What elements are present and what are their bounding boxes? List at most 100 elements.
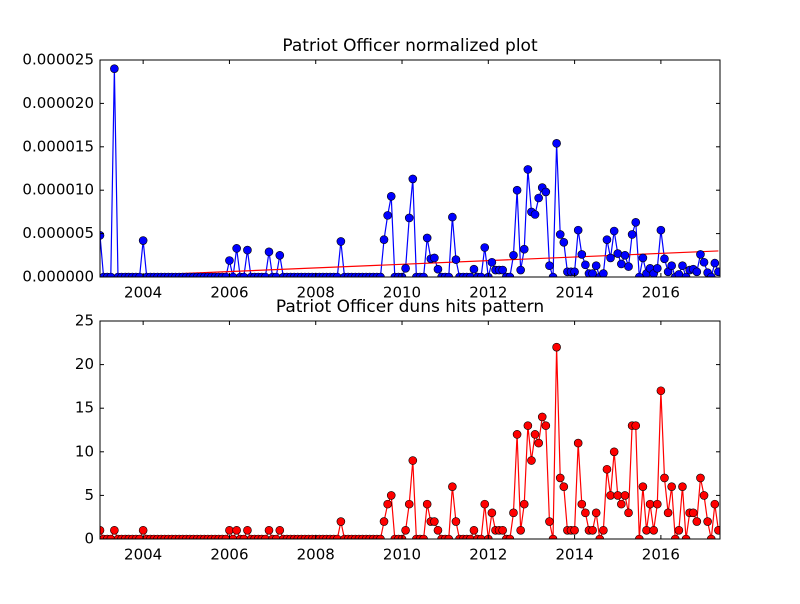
marker xyxy=(541,187,551,197)
marker xyxy=(509,251,518,260)
marker xyxy=(376,534,385,539)
chart-title: Patriot Officer duns hits pattern xyxy=(276,297,544,317)
marker xyxy=(110,64,119,73)
marker xyxy=(476,272,486,277)
marker xyxy=(670,534,680,539)
marker xyxy=(516,265,525,275)
marker xyxy=(591,508,601,518)
marker xyxy=(660,254,669,264)
marker xyxy=(534,438,543,448)
marker xyxy=(419,534,428,539)
marker xyxy=(559,237,569,247)
marker xyxy=(433,264,443,274)
marker xyxy=(261,272,270,277)
marker xyxy=(660,473,669,483)
marker xyxy=(555,473,565,483)
marker xyxy=(408,174,418,184)
marker xyxy=(469,264,479,274)
marker xyxy=(383,499,392,509)
marker xyxy=(110,525,119,535)
plot-area xyxy=(100,342,720,539)
marker xyxy=(674,525,684,535)
marker xyxy=(448,212,457,222)
marker xyxy=(635,272,644,277)
marker xyxy=(624,508,633,518)
marker xyxy=(703,517,712,526)
marker xyxy=(379,235,389,244)
marker xyxy=(386,191,396,201)
marker xyxy=(275,251,285,260)
marker xyxy=(404,499,414,509)
marker xyxy=(401,264,410,273)
marker xyxy=(264,525,274,535)
marker xyxy=(430,253,439,263)
marker xyxy=(541,421,551,430)
marker xyxy=(419,272,428,277)
marker xyxy=(239,534,249,539)
marker xyxy=(228,534,238,539)
x-tick-label: 2008 xyxy=(297,284,335,302)
y-tick-label: 0 xyxy=(84,530,94,548)
marker xyxy=(588,269,597,277)
marker xyxy=(264,247,274,257)
axes-frame xyxy=(99,59,721,278)
marker xyxy=(696,473,705,483)
marker xyxy=(271,534,281,539)
marker xyxy=(613,249,623,258)
marker xyxy=(487,257,497,267)
marker xyxy=(135,534,144,539)
marker xyxy=(642,525,651,535)
marker xyxy=(135,272,144,277)
x-tick-label: 2004 xyxy=(124,284,162,302)
marker xyxy=(599,269,608,277)
marker xyxy=(336,237,346,246)
marker xyxy=(534,193,543,203)
marker xyxy=(106,534,116,539)
marker xyxy=(638,253,648,263)
marker xyxy=(606,491,615,500)
marker xyxy=(275,525,285,535)
marker xyxy=(383,211,392,220)
marker xyxy=(225,256,234,265)
marker xyxy=(422,233,432,243)
y-tick-label: 0.000025 xyxy=(22,51,94,69)
marker xyxy=(480,243,490,252)
marker xyxy=(545,261,554,271)
marker xyxy=(519,499,529,509)
marker xyxy=(656,386,666,396)
marker xyxy=(595,534,605,539)
y-tick-label: 20 xyxy=(75,355,94,373)
marker xyxy=(552,139,561,148)
marker xyxy=(581,260,590,270)
marker xyxy=(617,499,626,509)
marker xyxy=(498,525,507,535)
marker xyxy=(509,508,518,518)
marker xyxy=(221,534,231,539)
marker xyxy=(699,491,709,500)
x-tick-label: 2016 xyxy=(642,284,680,302)
marker xyxy=(706,272,716,277)
axes-frame xyxy=(99,320,721,540)
marker xyxy=(466,272,475,277)
marker xyxy=(710,499,720,509)
marker xyxy=(624,262,633,271)
marker xyxy=(710,258,720,268)
marker xyxy=(138,236,148,245)
marker xyxy=(653,264,662,273)
marker xyxy=(448,482,457,491)
y-tick-label: 25 xyxy=(75,312,94,330)
marker xyxy=(548,534,558,539)
marker xyxy=(516,525,525,535)
x-tick-label: 2004 xyxy=(124,546,162,564)
marker xyxy=(609,226,619,236)
marker xyxy=(678,261,687,271)
marker xyxy=(606,253,615,263)
y-tick-label: 5 xyxy=(84,486,94,504)
marker xyxy=(505,534,515,539)
marker xyxy=(100,525,105,535)
marker xyxy=(530,430,540,439)
marker xyxy=(386,491,396,500)
marker xyxy=(537,412,547,422)
marker xyxy=(627,230,637,239)
x-tick-label: 2010 xyxy=(383,546,421,564)
